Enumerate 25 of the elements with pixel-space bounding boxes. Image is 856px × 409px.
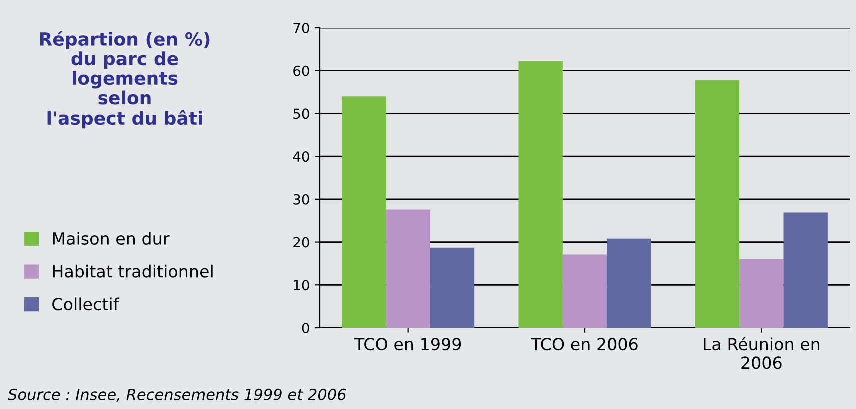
y-tick-label: 60 [294,66,310,76]
text: Répartion (en %) du parc de logements selon l'aspect du bâti [40,31,210,129]
y-tick-label: 30 [294,194,310,205]
x-tick-label: TCO en 2006 [531,338,638,351]
bar [430,248,475,328]
y-tick-label: 70 [294,22,310,34]
x-tick-label: La Réunion en 2006 [704,337,820,370]
bar [342,96,386,328]
x-tick-label: TCO en 1999 [354,338,462,351]
legend-label: Habitat traditionnel [53,264,213,278]
y-tick-label: 20 [294,237,310,248]
y-tick-label: 50 [294,108,310,120]
y-tick-label: 10 [294,280,310,291]
legend-label: Maison en dur [53,232,170,246]
y-tick-label: 40 [293,152,310,162]
bar [784,212,828,328]
y-tick-label: 0 [302,322,310,334]
bar [562,254,608,328]
bar [386,210,430,328]
bar [518,61,563,328]
bar [607,238,652,328]
bar [740,259,784,328]
source-note: Source : Insee, Recensements 1999 et 2006 [8,388,346,402]
legend-label: Collectif [52,298,120,311]
bar [695,80,740,328]
